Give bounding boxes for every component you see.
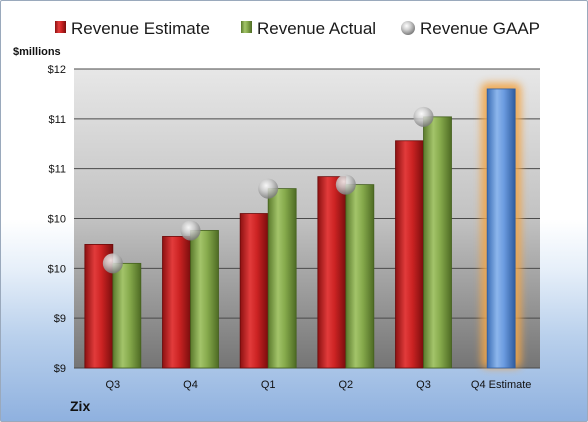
y-tick-label: $12 (48, 64, 66, 76)
legend-swatch-gaap (401, 21, 415, 35)
x-tick-label: Q4 Estimate (471, 379, 532, 391)
y-tick-label: $11 (48, 114, 66, 126)
y-axis-unit-label: $millions (13, 46, 61, 58)
legend-label-estimate: Revenue Estimate (71, 19, 210, 38)
legend-label-actual: Revenue Actual (257, 19, 376, 38)
bar-revenue-actual (267, 188, 297, 369)
marker-revenue-gaap (180, 220, 201, 241)
bar-estimate-highlight (486, 88, 516, 369)
y-tick-label: $10 (48, 214, 66, 226)
y-tick-label: $9 (54, 363, 66, 375)
marker-revenue-gaap (102, 253, 123, 274)
bar-revenue-estimate (239, 213, 269, 369)
x-tick-label: Q1 (261, 379, 276, 391)
bar-revenue-actual (112, 262, 142, 369)
marker-revenue-gaap (258, 178, 279, 199)
y-axis-ticks: $9 $9 $10 $10 $11 $11 $12 (48, 64, 66, 375)
y-tick-label: $10 (48, 263, 66, 275)
x-tick-label: Q3 (416, 379, 431, 391)
marker-revenue-gaap (413, 106, 434, 127)
legend-swatch-estimate (55, 21, 66, 33)
legend-label-gaap: Revenue GAAP (420, 19, 540, 38)
x-axis-ticks: Q3 Q4 Q1 Q2 Q3 Q4 Estimate (105, 379, 531, 391)
company-name: Zix (70, 398, 91, 414)
y-tick-label: $11 (48, 164, 66, 176)
marker-revenue-gaap (335, 174, 356, 195)
bar-revenue-actual (423, 116, 452, 369)
bar-revenue-estimate (395, 140, 424, 369)
bars (84, 82, 522, 369)
bar-revenue-actual (345, 184, 375, 369)
bar-revenue-estimate (162, 236, 191, 369)
x-tick-label: Q3 (105, 379, 120, 391)
legend: Revenue Estimate Revenue Actual Revenue … (55, 19, 540, 38)
x-tick-label: Q2 (338, 379, 353, 391)
gridlines (74, 68, 540, 369)
bar-revenue-actual (190, 230, 219, 369)
legend-swatch-actual (241, 21, 252, 33)
y-tick-label: $9 (54, 313, 66, 325)
bar-revenue-estimate (317, 176, 347, 369)
x-tick-label: Q4 (183, 379, 198, 391)
gaap-markers (102, 106, 434, 274)
